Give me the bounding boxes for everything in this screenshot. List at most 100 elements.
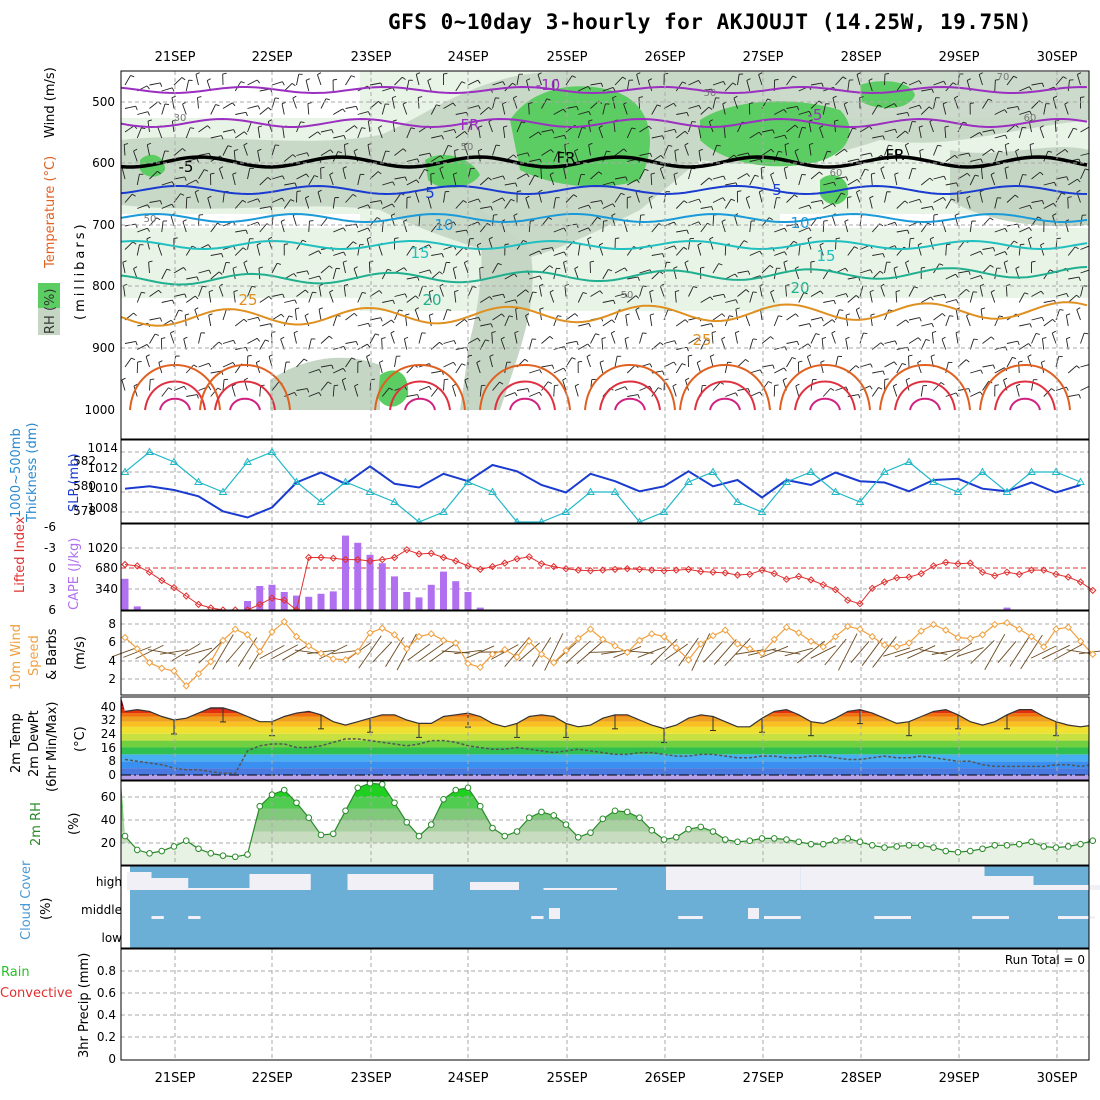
wind-barb — [553, 151, 559, 162]
wind-barb-flag — [355, 106, 359, 111]
wind-barb — [1055, 293, 1067, 297]
contour-label: 5 — [772, 181, 782, 199]
wind-barb — [1006, 75, 1014, 86]
wind-barb-flag — [919, 199, 922, 204]
wind-barb-flag — [732, 82, 737, 86]
wind-barb — [614, 176, 626, 180]
wind-barb-10m — [664, 643, 689, 661]
wind-barb — [443, 309, 448, 321]
wind-barb-flag — [1018, 360, 1023, 363]
wind-barb — [122, 262, 126, 274]
wind-barb — [810, 317, 822, 321]
wind-barb — [896, 112, 908, 115]
wind-barb-flag — [822, 337, 827, 339]
wind-barb-flag — [305, 78, 310, 81]
date-label-top: 29SEP — [939, 50, 980, 65]
wind-barb — [994, 268, 998, 280]
li-marker — [684, 565, 693, 574]
wind-barb-flag — [317, 72, 322, 75]
cloud-cells — [127, 866, 1100, 919]
wind-barb — [955, 309, 959, 321]
wind-barb — [712, 97, 716, 109]
slp-marker — [341, 477, 350, 485]
wind-barb-flag — [624, 386, 628, 391]
wind-barb — [1068, 394, 1080, 397]
wind-barb — [724, 362, 729, 374]
rh2m-marker — [685, 825, 692, 833]
wind-speed-marker — [305, 642, 313, 650]
wind-barb-flag — [318, 307, 323, 310]
wind-barb-flag — [159, 82, 163, 87]
rh2m-marker — [427, 821, 435, 828]
wind-barb — [982, 129, 994, 133]
rh2m-marker — [550, 812, 558, 819]
wind-barb-flag — [257, 148, 262, 152]
wind-barb — [1031, 290, 1042, 297]
wind-speed-marker — [660, 632, 668, 641]
wind-speed-marker — [464, 659, 472, 668]
wind-barb — [403, 221, 408, 233]
thickness-tick: 582 — [73, 454, 96, 468]
wind-barb-flag — [682, 81, 687, 84]
wind-barb-flag — [660, 155, 664, 159]
wind-barb-flag — [574, 383, 579, 387]
wind-barb — [198, 169, 205, 180]
wind-barb — [908, 198, 920, 203]
wind-barb — [1080, 152, 1089, 156]
wind-barb-flag — [352, 241, 357, 245]
date-label-top: 21SEP — [155, 50, 196, 65]
li-marker — [562, 564, 570, 573]
li-marker — [194, 600, 203, 609]
wind-speed-marker — [782, 623, 791, 632]
wind-barb-flag — [302, 239, 307, 243]
wind-barb-flag — [546, 98, 551, 101]
wind-barb-flag — [353, 148, 358, 152]
wind-speed-marker — [966, 634, 974, 643]
wind-barb — [1067, 128, 1074, 139]
wind-barb — [810, 333, 817, 344]
li-marker — [697, 567, 705, 576]
wind-barb-flag — [194, 307, 199, 311]
wind-barb-flag — [196, 158, 199, 163]
wind-barb-flag — [381, 337, 386, 339]
wind-barb — [954, 215, 959, 227]
wind-barb — [283, 362, 287, 374]
cloud-axis-label: Cloud Cover — [19, 860, 34, 940]
li-marker — [1052, 570, 1060, 579]
li-marker — [635, 565, 644, 574]
wind-barb-flag — [497, 262, 502, 266]
wind-barb — [970, 391, 981, 397]
rh2m-marker — [709, 828, 717, 835]
wind-barb-flag — [207, 195, 212, 199]
wind-barb-flag — [686, 229, 689, 235]
wind-barb — [1093, 254, 1100, 256]
wind-barb — [541, 336, 551, 344]
wind-barb — [476, 244, 481, 256]
wind-barb — [161, 203, 173, 209]
wind-barb-10m — [372, 641, 393, 663]
rh-contour-label: 30 — [174, 113, 187, 124]
wind-barb-flag — [513, 213, 518, 216]
wind-barb — [896, 363, 903, 374]
wind-barb-flag — [147, 111, 150, 116]
li-marker — [390, 553, 399, 562]
wind-barb — [980, 168, 983, 180]
wind-barb-flag — [183, 336, 188, 340]
li-marker — [525, 553, 533, 561]
wind-barb-flag — [362, 291, 367, 294]
wind-barb-flag — [767, 98, 772, 101]
wind-barb — [182, 103, 187, 115]
wind-barb-flag — [1090, 127, 1093, 130]
wind-barb-flag — [818, 100, 823, 104]
wind-barb — [565, 75, 573, 86]
wind-barb — [1093, 136, 1100, 138]
wind-barb-flag — [243, 142, 248, 146]
wind-barb — [895, 291, 898, 303]
wind-barb-flag — [467, 354, 473, 357]
wind-barb-flag — [939, 263, 944, 266]
wind-barb-flag — [377, 171, 382, 175]
wind-barb — [455, 229, 467, 233]
wind-barb — [418, 169, 425, 180]
precip-tick: 0.2 — [97, 1030, 116, 1044]
wind-barb — [1006, 124, 1016, 133]
